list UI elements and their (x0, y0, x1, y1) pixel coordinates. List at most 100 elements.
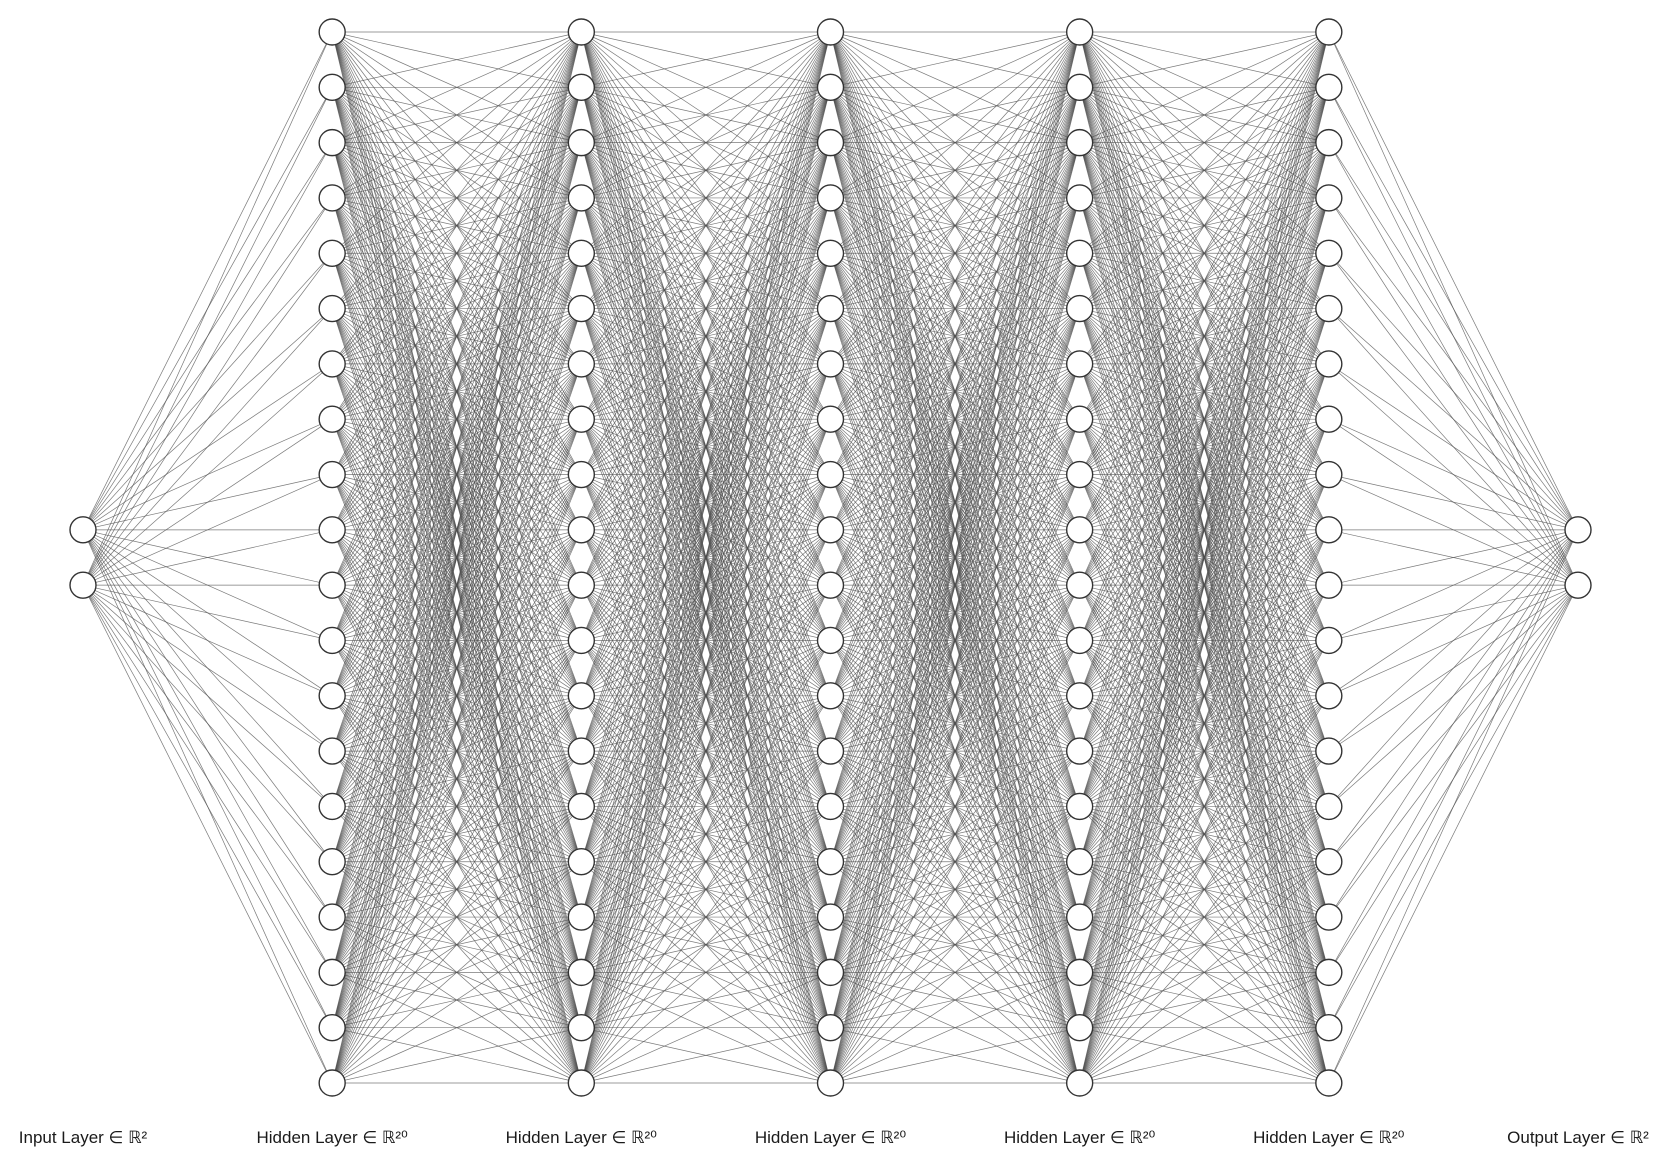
input-neuron (69, 571, 97, 599)
connection-line (830, 87, 1081, 1084)
connection-line (581, 474, 831, 1084)
connection-line (331, 31, 582, 696)
connection-line (331, 474, 582, 1084)
connection-line (830, 31, 1080, 475)
connection-line (581, 363, 831, 1084)
connection-line (830, 750, 1080, 1084)
hidden-neuron (318, 239, 346, 267)
layer-label: Hidden Layer ∈ ℝ²⁰ (1004, 1128, 1156, 1147)
hidden-neuron (318, 737, 346, 765)
connection-line (1079, 31, 1330, 254)
hidden-neuron (567, 516, 596, 544)
connection-line (1079, 31, 1330, 641)
hidden-neuron (318, 571, 346, 599)
connection-line (581, 31, 831, 475)
connection-line (830, 31, 1080, 420)
connection-line (1328, 363, 1579, 531)
hidden-neuron (567, 848, 596, 876)
connection-line (1328, 418, 1579, 531)
connection-line (830, 31, 1081, 1028)
hidden-neuron (318, 626, 346, 655)
connection-line (1079, 1027, 1329, 1084)
connection-line (1079, 197, 1330, 1084)
connection-line (1079, 640, 1330, 1084)
connection-line (830, 640, 1080, 1084)
hidden-neuron (816, 516, 845, 544)
hidden-neuron (1315, 184, 1343, 212)
connection-line (581, 585, 831, 1084)
connection-line (581, 31, 831, 254)
connection-line (581, 916, 831, 1084)
connection-line (331, 31, 582, 918)
hidden-neuron (1065, 516, 1094, 544)
connection-line (581, 529, 831, 1084)
hidden-neuron (1065, 848, 1094, 876)
hidden-neuron (318, 405, 346, 433)
connection-line (830, 363, 1080, 1084)
hidden-neuron (567, 350, 596, 378)
connection-line (1079, 31, 1330, 918)
connection-line (580, 87, 831, 1084)
hidden-neuron (318, 682, 346, 710)
hidden-neuron (318, 516, 346, 544)
hidden-neuron (567, 460, 596, 489)
hidden-neuron (567, 73, 596, 102)
hidden-neuron (1065, 1069, 1094, 1097)
connection-line (830, 916, 1080, 1084)
connection-line (830, 31, 1081, 918)
connection-line (331, 419, 582, 1084)
connection-line (331, 31, 582, 475)
hidden-neuron (816, 682, 845, 710)
hidden-neuron (816, 294, 845, 323)
hidden-neuron (816, 239, 845, 267)
connection-line (1079, 31, 1330, 365)
connection-line (1328, 308, 1579, 531)
connection-line (331, 31, 582, 420)
connection-line (581, 31, 831, 807)
connection-line (1328, 529, 1579, 586)
connection-line (581, 31, 831, 752)
connection-line (581, 419, 831, 1084)
connection-line (1079, 750, 1330, 1084)
connection-line (82, 585, 333, 1084)
connection-line (581, 31, 831, 309)
hidden-neuron (1065, 128, 1094, 157)
connection-line (1079, 529, 1330, 1084)
connection-line (581, 31, 831, 88)
hidden-neuron (1065, 737, 1094, 765)
hidden-neuron (567, 405, 596, 433)
hidden-neuron (318, 792, 346, 821)
connection-line (830, 695, 1080, 1084)
hidden-neuron (567, 239, 596, 267)
connection-line (581, 31, 831, 143)
connection-line (580, 31, 831, 918)
connection-line (830, 142, 1081, 1084)
connection-line (830, 419, 1080, 1084)
connection-line (1079, 31, 1330, 586)
connection-line (581, 806, 831, 1084)
connection-line (1328, 253, 1579, 531)
connection-line (331, 806, 582, 1084)
hidden-neuron (318, 18, 346, 46)
connection-line (830, 253, 1081, 1084)
connection-line (1079, 31, 1330, 696)
hidden-neuron (816, 1069, 845, 1097)
hidden-neuron (567, 682, 596, 710)
connection-line (1328, 142, 1579, 531)
connection-line (82, 142, 333, 586)
hidden-neuron (816, 73, 845, 102)
connection-line (830, 31, 1080, 586)
hidden-neuron (318, 73, 346, 102)
connection-line (1079, 916, 1330, 1084)
connection-line (331, 31, 582, 807)
connection-line (82, 363, 333, 586)
connection-line (82, 584, 333, 973)
hidden-neuron (1315, 958, 1343, 987)
connection-line (581, 861, 831, 1084)
hidden-neuron (1315, 460, 1343, 489)
connection-line (1328, 529, 1579, 641)
connection-line (580, 31, 831, 1028)
connection-line (82, 529, 333, 586)
connection-line (830, 1027, 1080, 1084)
connection-line (581, 640, 831, 1084)
